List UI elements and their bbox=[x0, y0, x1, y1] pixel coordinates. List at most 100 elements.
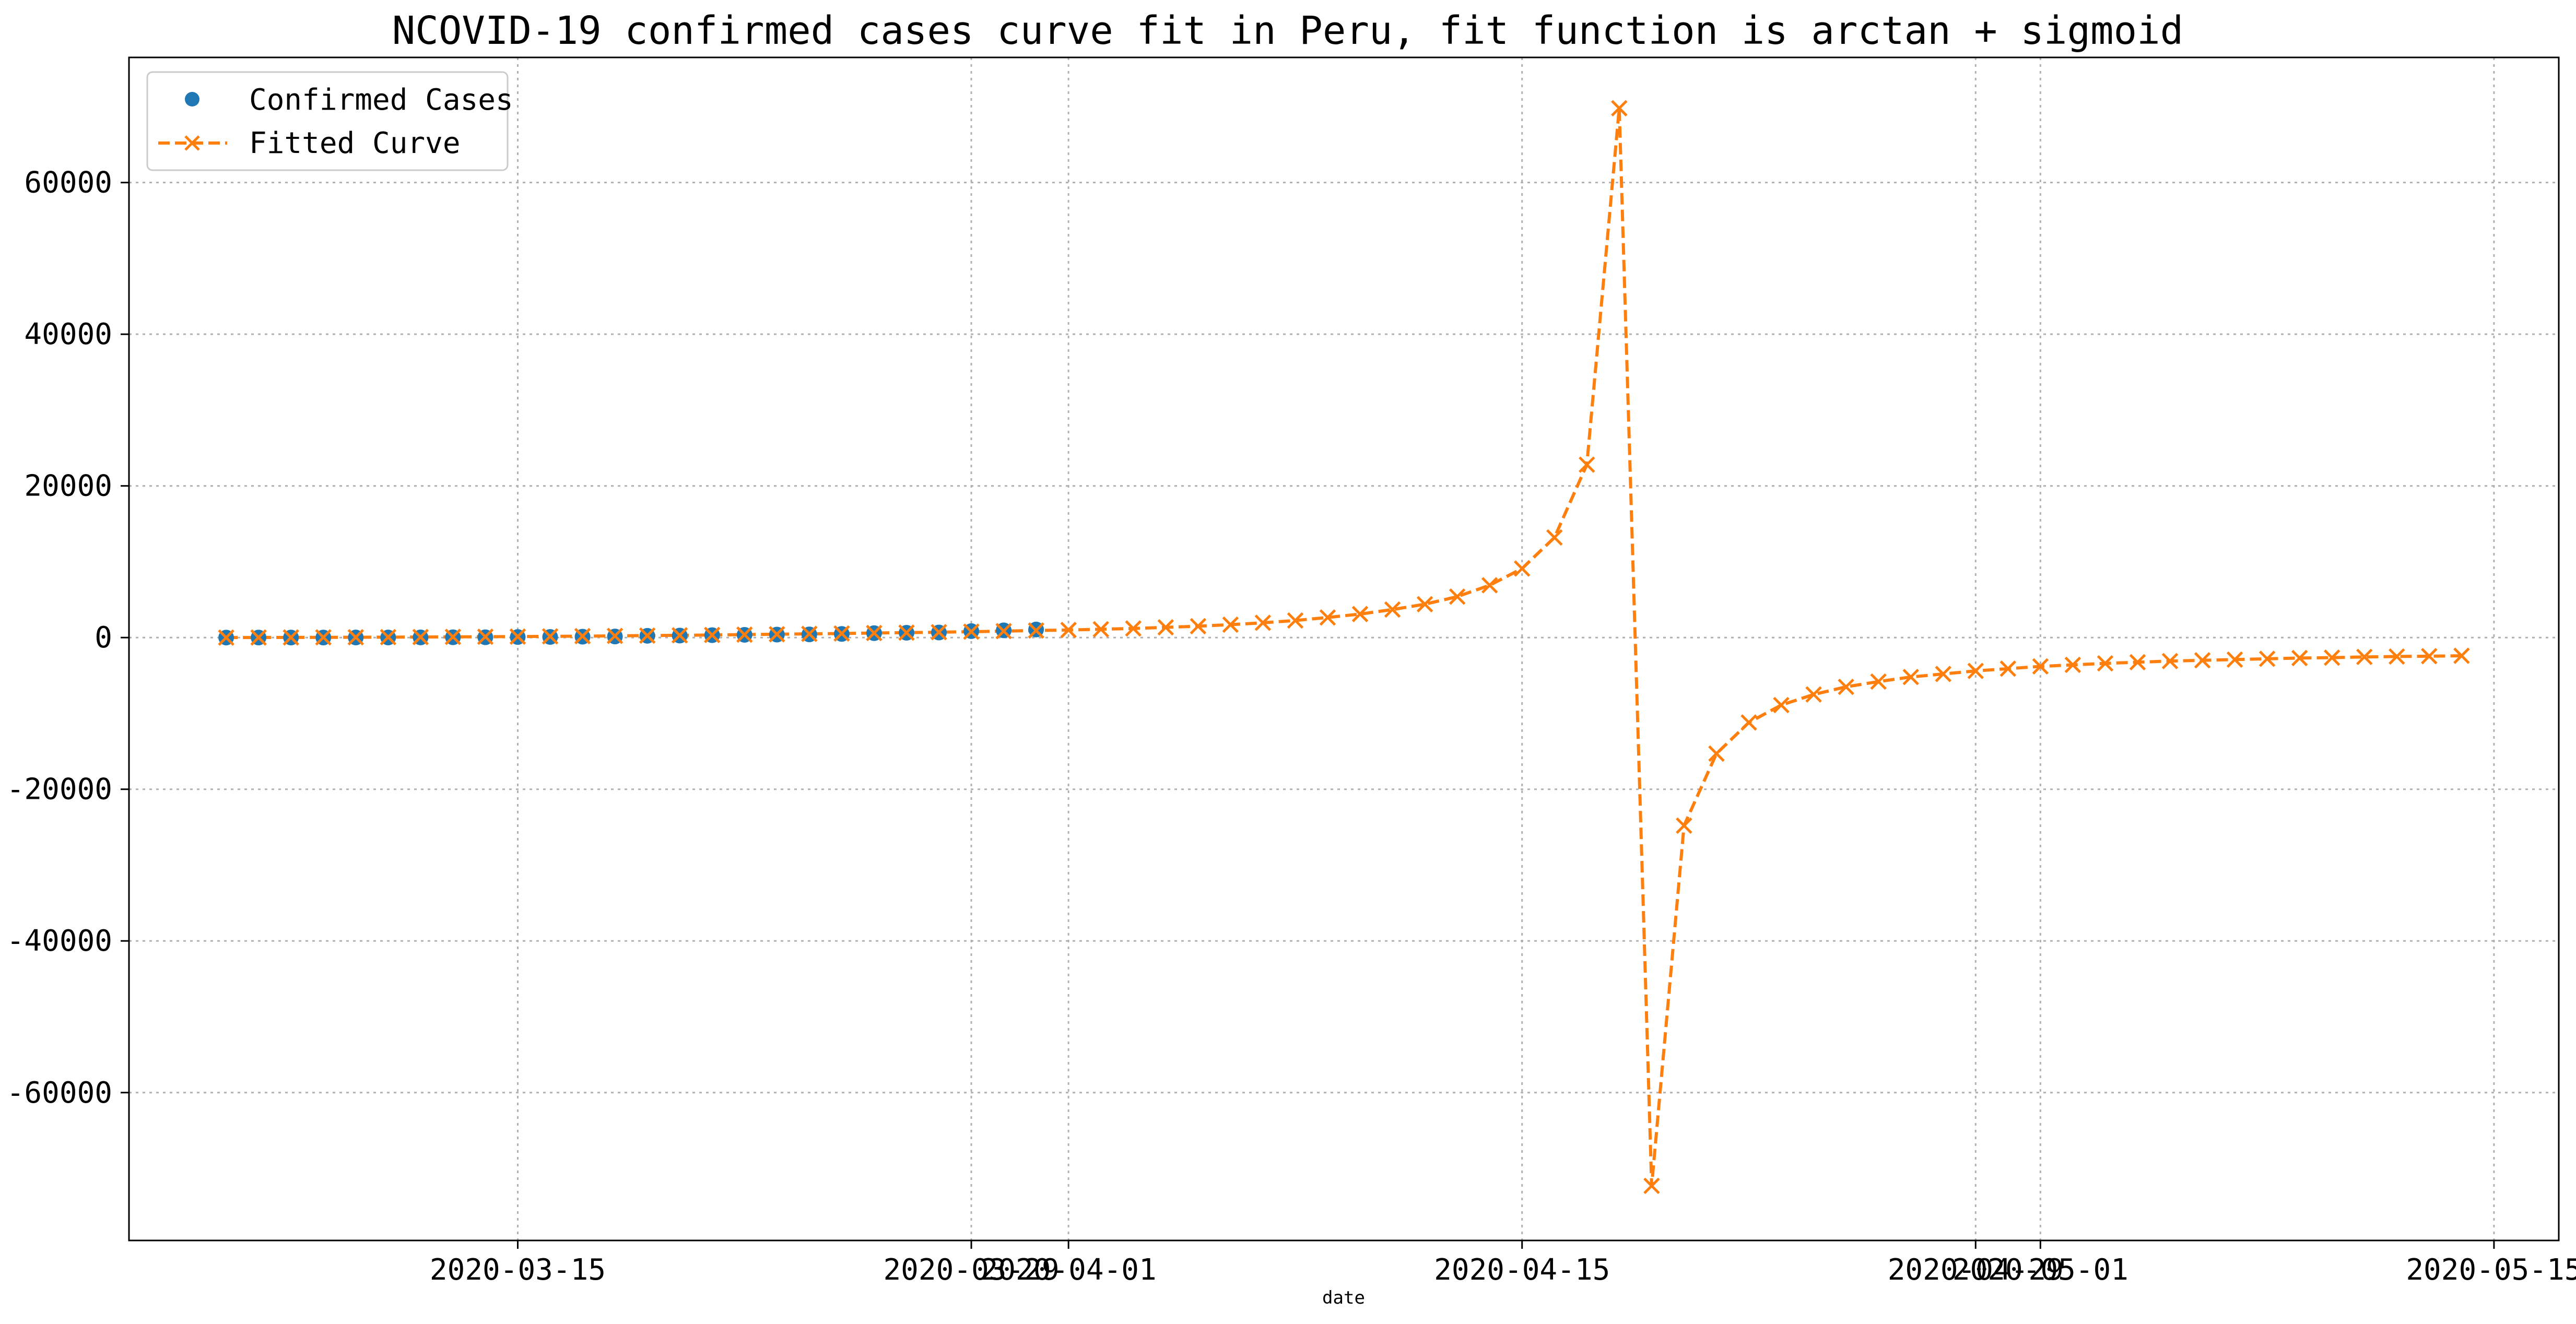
plot-frame bbox=[128, 56, 2560, 1242]
fitted-curve-marker bbox=[2421, 648, 2438, 665]
fitted-curve-marker bbox=[931, 624, 947, 641]
fitted-curve-marker bbox=[1481, 577, 1498, 594]
fitted-curve-marker bbox=[380, 629, 397, 646]
fitted-curve-marker bbox=[250, 629, 267, 646]
fitted-curve-marker bbox=[1092, 621, 1109, 638]
y-tick-label: -60000 bbox=[7, 1076, 112, 1110]
fitted-curve-marker bbox=[1254, 614, 1272, 631]
fitted-curve-marker bbox=[1967, 663, 1984, 679]
legend-label-fitted: Fitted Curve bbox=[249, 126, 461, 160]
fitted-curve-marker bbox=[412, 629, 429, 645]
fitted-curve-marker bbox=[1060, 621, 1077, 639]
fitted-curve-marker bbox=[2194, 652, 2211, 669]
fitted-curve-marker bbox=[736, 626, 753, 643]
fitted-curve-marker bbox=[1546, 529, 1563, 546]
fitted-curve-marker bbox=[1740, 714, 1757, 731]
fitted-curve-marker bbox=[1028, 622, 1044, 639]
x-tick-label: 2020-03-15 bbox=[430, 1253, 606, 1287]
fitted-curve-marker bbox=[769, 626, 785, 643]
fitted-curve-marker bbox=[2291, 649, 2308, 667]
fitted-curve-marker bbox=[2356, 648, 2373, 666]
fitted-curve-marker bbox=[866, 624, 883, 642]
legend-box bbox=[146, 71, 509, 171]
fitted-curve-marker bbox=[1190, 618, 1207, 635]
fitted-curve-marker bbox=[1999, 660, 2017, 677]
fitted-curve-marker bbox=[671, 627, 688, 644]
fitted-curve-marker bbox=[1157, 619, 1174, 636]
fitted-curve-marker bbox=[1805, 686, 1822, 703]
x-tick-label: 2020-05-01 bbox=[1952, 1253, 2128, 1287]
fitted-curve-marker bbox=[444, 629, 462, 645]
fitted-curve-marker bbox=[2097, 655, 2114, 672]
fitted-curve-marker bbox=[1676, 817, 1692, 834]
fitted-curve-marker bbox=[1579, 456, 1595, 473]
x-axis-label: date bbox=[1322, 1287, 1365, 1308]
fitted-curve-marker bbox=[606, 628, 624, 644]
fitted-curve-marker bbox=[639, 627, 656, 644]
fitted-curve-marker bbox=[1935, 666, 1952, 682]
fitted-curve-marker bbox=[2323, 649, 2340, 666]
x-tick-label: 2020-04-15 bbox=[1434, 1253, 1610, 1287]
fitted-curve-line bbox=[226, 107, 2462, 1188]
fitted-curve-marker bbox=[1643, 1177, 1660, 1195]
fitted-curve-marker bbox=[283, 629, 299, 646]
legend-label-confirmed: Confirmed Cases bbox=[249, 83, 513, 117]
fitted-curve-marker bbox=[1222, 616, 1239, 633]
fitted-curve-line-group bbox=[226, 107, 2462, 1188]
fitted-curve-marker bbox=[1513, 560, 1531, 577]
fitted-curve-marker bbox=[347, 629, 364, 646]
fitted-curve-marker bbox=[2064, 656, 2081, 673]
fitted-curve-marker bbox=[509, 628, 526, 645]
y-tick-label: -20000 bbox=[7, 773, 112, 807]
fitted-curve-marker bbox=[1416, 596, 1433, 613]
fitted-curve-marker bbox=[1287, 612, 1304, 629]
fitted-curve-marker bbox=[1125, 620, 1142, 637]
fitted-curve-marker bbox=[2032, 658, 2049, 675]
grid bbox=[129, 57, 2559, 1240]
fitted-curve-marker bbox=[315, 629, 332, 646]
fitted-curve-marker bbox=[1902, 668, 1919, 685]
fitted-curve-marker bbox=[1611, 100, 1628, 117]
y-tick-label: 0 bbox=[95, 621, 112, 655]
fitted-curve-marker bbox=[1870, 673, 1887, 690]
legend: Confirmed Cases Fitted Curve bbox=[146, 71, 513, 171]
fitted-curve-marker bbox=[801, 625, 818, 642]
y-tick-label: 20000 bbox=[24, 469, 112, 503]
y-tick-label: 60000 bbox=[24, 166, 112, 200]
fitted-curve-marker bbox=[1708, 745, 1725, 762]
fitted-curve-marker bbox=[2226, 651, 2243, 668]
chart-title: NCOVID-19 confirmed cases curve fit in P… bbox=[392, 8, 2184, 53]
x-tick-label: 2020-05-15 bbox=[2406, 1253, 2576, 1287]
fitted-curve-marker bbox=[703, 626, 721, 644]
fitted-curve-markers bbox=[218, 100, 2470, 1195]
legend-marker-fitted bbox=[184, 135, 200, 151]
fitted-curve-marker bbox=[2259, 651, 2276, 667]
fitted-curve-marker bbox=[574, 628, 591, 645]
fitted-curve-marker bbox=[218, 629, 234, 646]
fitted-curve-marker bbox=[1384, 601, 1401, 618]
y-tick-label: 40000 bbox=[24, 317, 112, 351]
x-tick-label: 2020-03-29 bbox=[883, 1253, 1059, 1287]
fitted-curve-marker bbox=[477, 628, 494, 645]
fitted-curve-marker bbox=[963, 623, 980, 640]
y-tick-label: -40000 bbox=[7, 924, 112, 958]
fitted-curve-marker bbox=[2129, 654, 2146, 671]
fitted-curve-marker bbox=[2389, 648, 2405, 665]
fitted-curve-marker bbox=[898, 624, 915, 641]
fitted-curve-marker bbox=[1351, 606, 1369, 622]
fitted-curve-marker bbox=[995, 623, 1012, 640]
fitted-curve-marker bbox=[1449, 588, 1466, 605]
x-tick-label: 2020-04-01 bbox=[981, 1253, 1157, 1287]
x-tick-label: 2020-04-29 bbox=[1888, 1253, 2064, 1287]
fitted-curve-marker bbox=[1838, 678, 1854, 695]
fitted-curve-marker bbox=[833, 625, 850, 642]
fitted-curve-marker bbox=[2453, 647, 2470, 664]
fitted-curve-marker bbox=[1773, 696, 1790, 714]
legend-marker-confirmed bbox=[185, 92, 199, 107]
fitted-curve-marker bbox=[542, 628, 559, 645]
fitted-curve-marker bbox=[2161, 653, 2179, 670]
fitted-curve-marker bbox=[1319, 609, 1336, 626]
y-axis-ticks: -60000 -40000 -20000 0 20000 40000 60000 bbox=[7, 166, 129, 1110]
